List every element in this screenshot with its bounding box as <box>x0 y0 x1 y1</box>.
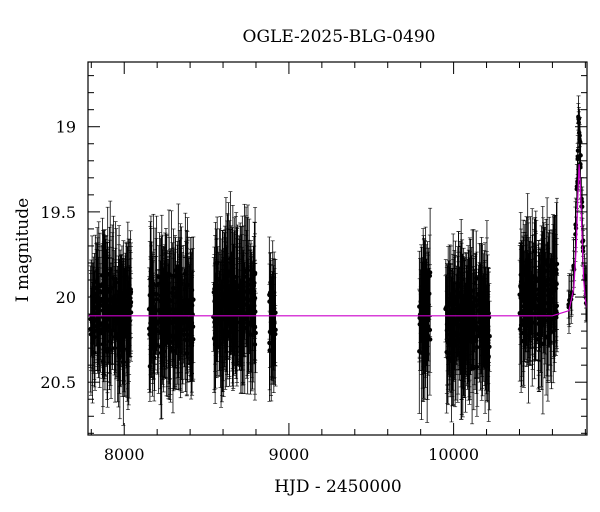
data-point <box>252 233 258 363</box>
data-point <box>107 226 112 358</box>
data-point <box>518 261 523 335</box>
data-point <box>251 251 256 337</box>
data-point <box>105 206 110 342</box>
data-point <box>418 269 423 334</box>
axis-ticks <box>88 62 587 435</box>
data-point <box>450 253 455 369</box>
data-point <box>458 271 463 369</box>
data-point <box>237 261 242 364</box>
data-point <box>227 286 232 377</box>
data-point <box>97 250 102 324</box>
data-point <box>121 289 127 385</box>
data-point <box>245 268 250 395</box>
data-point <box>271 276 276 371</box>
data-point <box>216 277 221 349</box>
data-point <box>484 329 489 395</box>
data-point <box>151 287 156 350</box>
data-point <box>172 287 178 368</box>
data-points-layer <box>88 95 587 426</box>
data-point <box>234 258 240 387</box>
y-tick-label: 20.5 <box>40 373 76 392</box>
data-point <box>148 256 153 336</box>
data-point <box>456 231 461 355</box>
data-point <box>154 269 160 329</box>
data-point <box>151 313 157 402</box>
data-point <box>521 260 527 388</box>
data-point <box>267 236 272 353</box>
data-point <box>552 229 557 342</box>
data-point <box>481 250 487 367</box>
data-point <box>548 272 553 366</box>
data-point <box>176 273 181 364</box>
data-point <box>538 264 543 373</box>
data-point <box>90 262 96 341</box>
data-point <box>445 326 451 390</box>
data-point <box>187 264 193 382</box>
data-point <box>461 259 467 396</box>
data-point <box>480 276 485 397</box>
data-point <box>181 278 187 332</box>
data-point <box>250 261 255 390</box>
data-point <box>165 287 171 364</box>
x-tick-label: 8000 <box>104 445 145 464</box>
data-point <box>123 252 128 332</box>
data-point <box>524 250 530 367</box>
data-point <box>425 286 431 367</box>
data-point <box>533 233 539 325</box>
data-point <box>95 242 100 371</box>
data-point <box>88 273 94 396</box>
y-tick-label: 19 <box>56 118 76 137</box>
data-point <box>474 280 480 379</box>
x-tick-label: 9000 <box>269 445 310 464</box>
data-point <box>475 287 480 407</box>
data-point <box>216 270 222 377</box>
data-point <box>112 250 117 308</box>
data-point <box>169 210 174 341</box>
chart-title: OGLE-2025-BLG-0490 <box>243 27 436 47</box>
data-point <box>224 244 229 353</box>
data-point <box>219 262 224 368</box>
model-curve-layer <box>88 164 587 317</box>
data-point <box>243 267 249 331</box>
data-point <box>467 237 473 336</box>
data-point <box>545 244 550 377</box>
y-tick-label: 19.5 <box>40 203 76 222</box>
data-point <box>470 290 475 393</box>
y-axis-label: I magnitude <box>13 198 33 302</box>
x-tick-label: 10000 <box>428 445 479 464</box>
data-point <box>100 230 106 369</box>
y-tick-label: 20 <box>56 288 76 307</box>
data-point <box>124 299 130 352</box>
data-point <box>114 269 120 377</box>
axis-tick-labels: 8000 9000 10000 19 19.5 20 20.5 <box>40 118 479 464</box>
plot-frame <box>87 61 588 436</box>
data-point <box>154 238 159 351</box>
data-point <box>239 226 244 339</box>
data-point <box>444 274 449 340</box>
data-point <box>100 243 105 325</box>
data-point <box>533 267 538 344</box>
data-point <box>231 289 237 376</box>
data-point <box>212 265 217 338</box>
data-point <box>540 273 546 415</box>
data-point <box>117 293 123 420</box>
x-axis-label: HJD - 2450000 <box>274 477 402 497</box>
model-curve <box>88 164 587 317</box>
